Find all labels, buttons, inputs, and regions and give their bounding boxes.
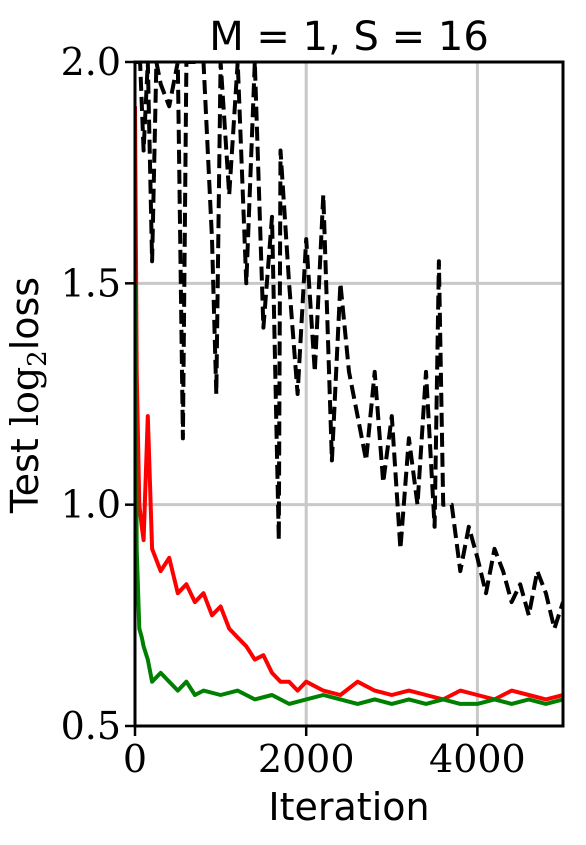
- y-tick-label: 2.0: [61, 40, 121, 84]
- x-tick-label: 0: [123, 737, 147, 781]
- series-layer: [135, 62, 563, 706]
- plot-frame: [133, 60, 565, 728]
- y-axis-label-prefix: Test: [3, 426, 47, 514]
- series-line-red: [135, 106, 563, 702]
- x-tick-label: 2000: [258, 737, 355, 781]
- series-line-green: [135, 283, 563, 706]
- svg-text:Test log2loss: Test log2loss: [3, 277, 53, 514]
- y-tick-label: 1.5: [61, 261, 121, 305]
- axis-ticks: 0 2000 4000 0.5 1.0 1.5 2.0: [61, 40, 526, 781]
- gridlines: [135, 62, 563, 726]
- x-axis-label: Iteration: [268, 785, 429, 829]
- y-axis-label-sub: 2: [23, 350, 53, 367]
- y-tick-label: 0.5: [61, 704, 121, 748]
- series-line-black-dashed: [135, 62, 563, 631]
- chart-title: M = 1, S = 16: [209, 14, 489, 60]
- y-axis-label: Test log2loss: [3, 277, 53, 514]
- y-axis-label-suffix: loss: [3, 277, 47, 350]
- y-tick-label: 1.0: [61, 483, 121, 527]
- y-axis-label-log: log: [3, 367, 47, 426]
- x-tick-label: 4000: [429, 737, 526, 781]
